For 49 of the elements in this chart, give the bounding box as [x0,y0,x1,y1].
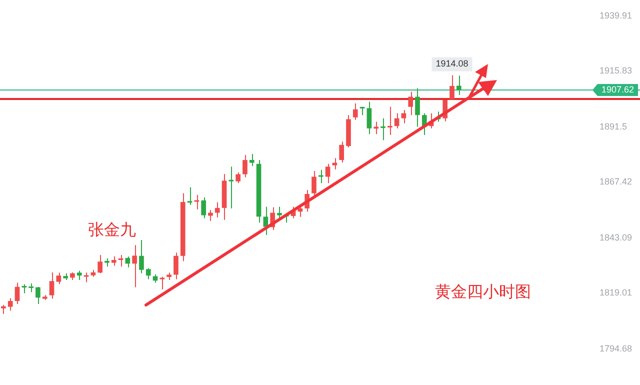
candlestick [132,244,137,288]
y-tick-label: 1867.42 [599,176,632,187]
candlestick [194,194,200,210]
candlestick [174,252,178,280]
y-tick-label: 1891.5 [599,121,627,132]
candlestick [139,240,144,274]
candlestick [98,254,102,274]
y-tick-label: 1843.09 [599,232,632,242]
candlestick [228,166,234,209]
y-tick-label: 1915.83 [599,66,632,76]
candlestick [277,206,282,220]
candlestick [401,110,406,124]
candlestick [456,75,462,96]
candlestick [312,170,316,198]
candlestick [36,286,40,305]
candlestick [339,141,344,164]
candlestick [8,298,13,312]
candlestick [111,256,116,266]
candlestick [214,202,220,218]
candlestick [249,154,254,166]
candlestick [125,256,130,268]
y-tick-label: 1819.01 [599,288,632,298]
candlestick [49,272,54,300]
candlestick [380,118,386,141]
candlestick [332,158,338,170]
candlestick [450,74,454,100]
y-tick-label: 1794.68 [599,343,632,354]
candlestick [56,272,62,285]
candlestick [366,101,372,135]
annotation: 1914.08 [436,58,468,69]
candlestick [387,106,392,136]
candlestick [76,270,82,280]
candlestick [352,102,358,120]
candlestick [415,88,420,128]
candlestick [325,163,330,184]
annotation: 黄金四小时图 [435,282,531,303]
candlestick [146,268,151,280]
candlestick [318,169,324,184]
candlestick [14,282,20,305]
candlestick [236,172,240,184]
annotation: 张金九 [88,220,136,241]
candlestick [408,91,414,116]
ref-line-label: 1907.62 [601,84,634,95]
candlestick [242,154,248,178]
candlestick [160,276,165,290]
y-tick-label: 1939.91 [599,10,632,20]
candlestick [187,186,192,206]
candlestick [84,272,89,283]
candlestick [201,196,206,219]
